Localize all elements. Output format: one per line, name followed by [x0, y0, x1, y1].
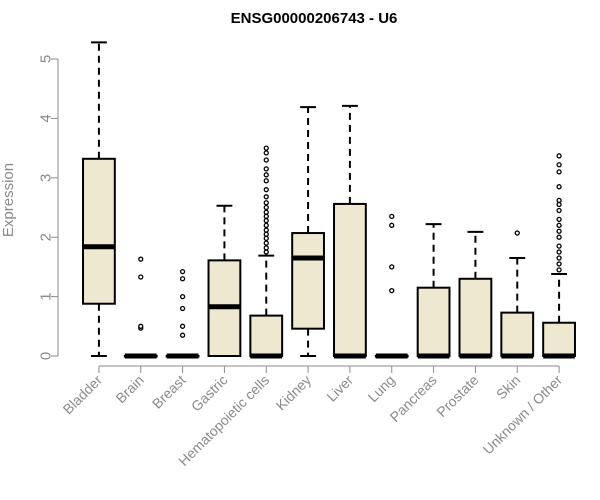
outlier-point [263, 204, 269, 211]
box-pancreas [416, 223, 451, 359]
box-breast [165, 269, 200, 359]
y-axis-label: Expression [0, 163, 17, 237]
outlier-point [263, 157, 269, 163]
box-iqr [249, 314, 284, 357]
box-skin [500, 230, 535, 359]
outlier-point [556, 153, 562, 159]
y-tick-label: 2 [38, 233, 55, 241]
x-tick-label: Breast [149, 372, 189, 412]
y-axis: 0 1 2 3 4 5 [38, 55, 59, 360]
x-tick-label: Unknown / Other [480, 372, 566, 458]
outlier-point [263, 145, 269, 151]
outlier-point [179, 269, 186, 275]
outlier-point [263, 213, 269, 220]
outlier-point [263, 178, 269, 184]
box-iqr [458, 277, 493, 357]
box-kidney [291, 106, 325, 357]
outlier-point [263, 235, 269, 242]
outlier-point [556, 201, 562, 208]
outlier-point [138, 274, 144, 280]
outlier-point [556, 222, 562, 228]
box-iqr [333, 202, 367, 357]
box-lung [374, 213, 409, 359]
outlier-point [263, 187, 269, 193]
x-tick-label: Lung [365, 372, 398, 405]
outlier-point [556, 184, 562, 190]
outlier-point [138, 256, 144, 262]
x-tick-label: Liver [323, 372, 356, 405]
outlier-point [263, 249, 269, 255]
outlier-point [179, 293, 186, 300]
outlier-point [556, 249, 562, 255]
outlier-point [389, 288, 395, 294]
box-iqr [416, 286, 451, 357]
outlier-point [263, 150, 269, 156]
y-tick-label: 1 [38, 292, 55, 300]
outlier-point [556, 162, 562, 168]
outlier-point [556, 255, 562, 261]
outlier-point [263, 227, 269, 233]
outlier-point [556, 228, 562, 234]
outlier-point [138, 323, 144, 329]
box-iqr [542, 321, 576, 357]
y-tick-label: 5 [38, 55, 55, 63]
outlier-point [263, 231, 269, 237]
outlier-point [179, 332, 186, 338]
x-tick-label: Skin [493, 372, 524, 403]
box-unknown-other [542, 153, 576, 359]
x-tick-label: Pancreas [387, 372, 440, 425]
y-tick-label: 4 [38, 114, 55, 122]
outlier-point [263, 194, 269, 200]
chart-title: ENSG00000206743 - U6 [231, 10, 398, 27]
x-tick-label: Brain [112, 372, 146, 406]
outlier-point [179, 323, 186, 329]
outlier-point [179, 276, 186, 282]
box-liver [333, 104, 367, 359]
outlier-point [389, 264, 395, 270]
box-iqr [291, 232, 325, 330]
outlier-point [263, 222, 269, 228]
outlier-point [263, 245, 269, 251]
box-iqr [500, 311, 535, 357]
outlier-point [556, 261, 562, 267]
outlier-point [514, 230, 520, 236]
y-tick-label: 0 [38, 352, 55, 360]
outlier-point [556, 267, 562, 273]
box-brain [123, 256, 158, 359]
outlier-point [556, 243, 562, 249]
outlier-point [263, 209, 269, 215]
box-series [82, 41, 576, 359]
box-bladder [82, 41, 116, 357]
outlier-point [389, 222, 395, 228]
x-tick-label: Bladder [60, 372, 106, 418]
x-tick-label: Prostate [433, 372, 481, 420]
outlier-point [179, 305, 186, 312]
outlier-point [263, 166, 269, 172]
y-tick-label: 3 [38, 174, 55, 182]
box-prostate [458, 230, 493, 359]
box-iqr [82, 157, 116, 305]
outlier-point [263, 200, 269, 206]
outlier-point [263, 217, 269, 224]
x-tick-label: Kidney [273, 372, 315, 414]
outlier-point [556, 207, 562, 214]
outlier-point [263, 172, 269, 178]
box-gastric [207, 204, 242, 357]
outlier-point [556, 216, 562, 223]
outlier-point [389, 213, 395, 220]
outlier-point [556, 197, 562, 204]
outlier-point [263, 240, 269, 246]
outlier-point [556, 234, 562, 240]
outlier-point [556, 169, 562, 175]
box-hematopoietic-cells [249, 145, 284, 359]
